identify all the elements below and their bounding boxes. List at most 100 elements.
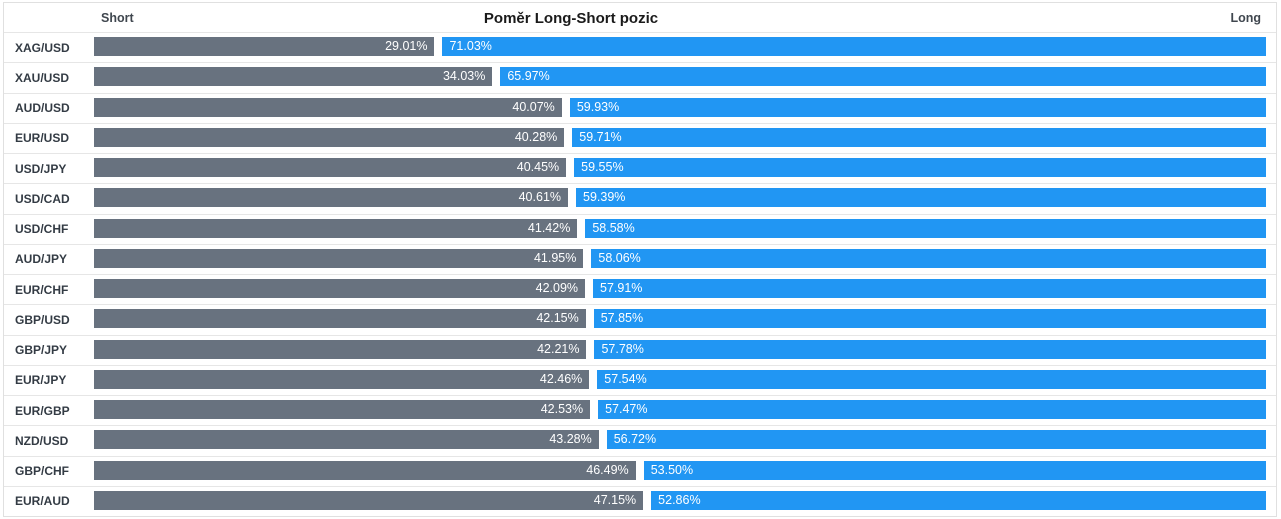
table-row: EUR/JPY 42.46% 57.54% [4,366,1276,396]
long-bar[interactable]: 59.55% [574,158,1266,177]
long-axis-label: Long [1230,11,1261,25]
long-value-label: 56.72% [613,432,657,447]
short-bar[interactable]: 29.01% [94,37,435,56]
long-bar[interactable]: 57.47% [598,400,1266,419]
long-bar[interactable]: 58.06% [591,248,1266,268]
short-bar[interactable]: 42.09% [94,279,586,298]
short-bar[interactable]: 42.46% [94,369,590,389]
long-bar[interactable]: 57.85% [593,309,1266,329]
pair-label: AUD/USD [15,101,70,116]
chart-header: Short Poměr Long-Short pozic Long [4,3,1276,33]
short-value-label: 46.49% [586,462,629,477]
short-bar[interactable]: 40.28% [94,127,565,147]
long-bar[interactable]: 53.50% [643,460,1266,480]
pair-label: EUR/CHF [15,282,69,297]
pair-label: GBP/JPY [15,343,68,358]
long-value-label: 71.03% [449,39,492,53]
short-axis-label: Short [101,11,134,25]
short-value-label: 34.03% [442,69,486,84]
long-bar[interactable]: 59.71% [572,127,1266,147]
table-row: EUR/AUD 47.15% 52.86% [4,487,1276,516]
bar-pair: 40.28% 59.71% [94,127,1266,147]
short-bar[interactable]: 42.15% [94,309,586,329]
table-row: USD/JPY 40.45% 59.55% [4,154,1276,185]
short-bar[interactable]: 46.49% [94,460,636,480]
long-bar[interactable]: 52.86% [651,490,1266,510]
long-bar[interactable]: 56.72% [606,430,1266,450]
long-value-label: 58.06% [598,250,641,265]
pair-label: EUR/JPY [15,373,67,388]
long-value-label: 58.58% [592,220,635,235]
bar-pair: 40.07% 59.93% [94,97,1266,117]
short-value-label: 42.53% [540,402,584,416]
short-value-label: 29.01% [385,39,428,53]
short-bar[interactable]: 42.53% [94,400,591,419]
long-value-label: 53.50% [650,462,694,477]
chart-title: Poměr Long-Short pozic [483,10,659,27]
long-value-label: 59.71% [579,129,622,144]
long-bar[interactable]: 58.58% [585,218,1266,238]
table-row: EUR/GBP 42.53% 57.47% [4,396,1276,427]
bar-pair: 42.53% 57.47% [94,400,1266,419]
bar-pair: 42.46% 57.54% [94,369,1266,389]
long-bar[interactable]: 57.54% [597,369,1266,389]
long-bar[interactable]: 57.91% [593,279,1266,298]
long-value-label: 57.54% [604,371,647,386]
short-bar[interactable]: 41.95% [94,248,584,268]
bar-pair: 41.42% 58.58% [94,218,1266,238]
long-bar[interactable]: 59.39% [576,188,1266,208]
table-row: AUD/JPY 41.95% 58.06% [4,245,1276,275]
table-row: USD/CHF 41.42% 58.58% [4,215,1276,245]
bar-pair: 41.95% 58.06% [94,248,1266,268]
short-bar[interactable]: 40.61% [94,188,569,208]
pair-label: USD/CAD [15,191,70,206]
pair-label: XAU/USD [15,70,70,85]
bar-pair: 47.15% 52.86% [94,490,1266,510]
short-bar[interactable]: 41.42% [94,218,578,238]
bar-pair: 34.03% 65.97% [94,67,1266,87]
short-value-label: 42.21% [537,341,580,356]
chart-frame: Short Poměr Long-Short pozic Long XAG/US… [3,2,1277,517]
long-value-label: 52.86% [658,492,701,507]
short-bar[interactable]: 43.28% [94,430,599,450]
pair-label: EUR/GBP [15,403,70,418]
bar-pair: 43.28% 56.72% [94,430,1266,450]
long-bar[interactable]: 71.03% [442,37,1266,56]
chart-rows: XAG/USD 29.01% 71.03% XAU/USD 34.03% 65.… [4,33,1276,516]
bar-pair: 29.01% 71.03% [94,37,1266,56]
short-value-label: 43.28% [549,432,592,447]
long-bar[interactable]: 65.97% [500,67,1266,87]
bar-pair: 42.21% 57.78% [94,339,1266,359]
long-bar[interactable]: 57.78% [594,339,1266,359]
short-bar[interactable]: 34.03% [94,67,493,87]
long-value-label: 59.39% [583,190,626,205]
long-value-label: 59.55% [581,160,624,174]
table-row: XAG/USD 29.01% 71.03% [4,33,1276,64]
pair-label: EUR/AUD [15,494,70,509]
table-row: USD/CAD 40.61% 59.39% [4,184,1276,215]
bar-pair: 42.15% 57.85% [94,309,1266,329]
long-value-label: 57.78% [601,341,644,356]
table-row: GBP/CHF 46.49% 53.50% [4,457,1276,487]
short-value-label: 41.95% [533,250,577,265]
short-bar[interactable]: 40.07% [94,97,562,117]
long-value-label: 65.97% [507,69,550,84]
pair-label: AUD/JPY [15,252,68,267]
table-row: GBP/USD 42.15% 57.85% [4,305,1276,336]
table-row: EUR/CHF 42.09% 57.91% [4,275,1276,306]
short-bar[interactable]: 40.45% [94,158,567,177]
pair-label: USD/JPY [15,161,67,176]
short-value-label: 42.15% [536,311,579,326]
short-bar[interactable]: 42.21% [94,339,587,359]
short-value-label: 42.09% [535,281,579,295]
long-value-label: 57.47% [605,402,648,416]
long-bar[interactable]: 59.93% [569,97,1266,117]
table-row: GBP/JPY 42.21% 57.78% [4,336,1276,366]
short-value-label: 40.61% [518,190,562,205]
short-bar[interactable]: 47.15% [94,490,644,510]
short-value-label: 40.28% [514,129,558,144]
pair-label: XAG/USD [15,40,70,55]
table-row: AUD/USD 40.07% 59.93% [4,94,1276,124]
short-value-label: 40.07% [512,99,555,114]
bar-pair: 42.09% 57.91% [94,279,1266,298]
